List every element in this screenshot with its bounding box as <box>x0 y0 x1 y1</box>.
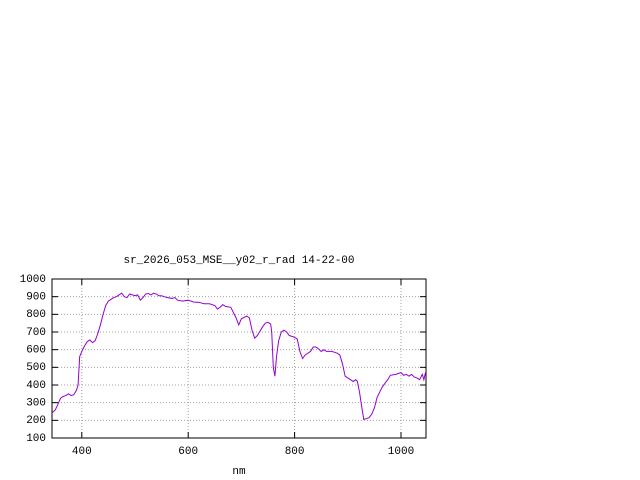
x-axis-label: nm <box>232 466 246 478</box>
y-tick-label: 500 <box>26 362 46 374</box>
y-tick-label: 200 <box>26 415 46 427</box>
chart-title: sr_2026_053_MSE__y02_r_rad 14-22-00 <box>123 255 354 267</box>
y-tick-label: 900 <box>26 292 46 304</box>
plot-frame <box>51 278 427 439</box>
y-tick-label: 700 <box>26 327 46 339</box>
x-tick-label: 800 <box>285 446 305 458</box>
y-tick-label: 300 <box>26 398 46 410</box>
x-tick-label: 1000 <box>388 446 414 458</box>
y-tick-label: 600 <box>26 345 46 357</box>
y-tick-label: 800 <box>26 309 46 321</box>
x-tick-label: 400 <box>72 446 92 458</box>
y-tick-label: 1000 <box>20 274 46 286</box>
data-line <box>52 292 426 421</box>
x-tick-label: 600 <box>178 446 198 458</box>
y-tick-label: 100 <box>26 433 46 445</box>
y-tick-label: 400 <box>26 380 46 392</box>
